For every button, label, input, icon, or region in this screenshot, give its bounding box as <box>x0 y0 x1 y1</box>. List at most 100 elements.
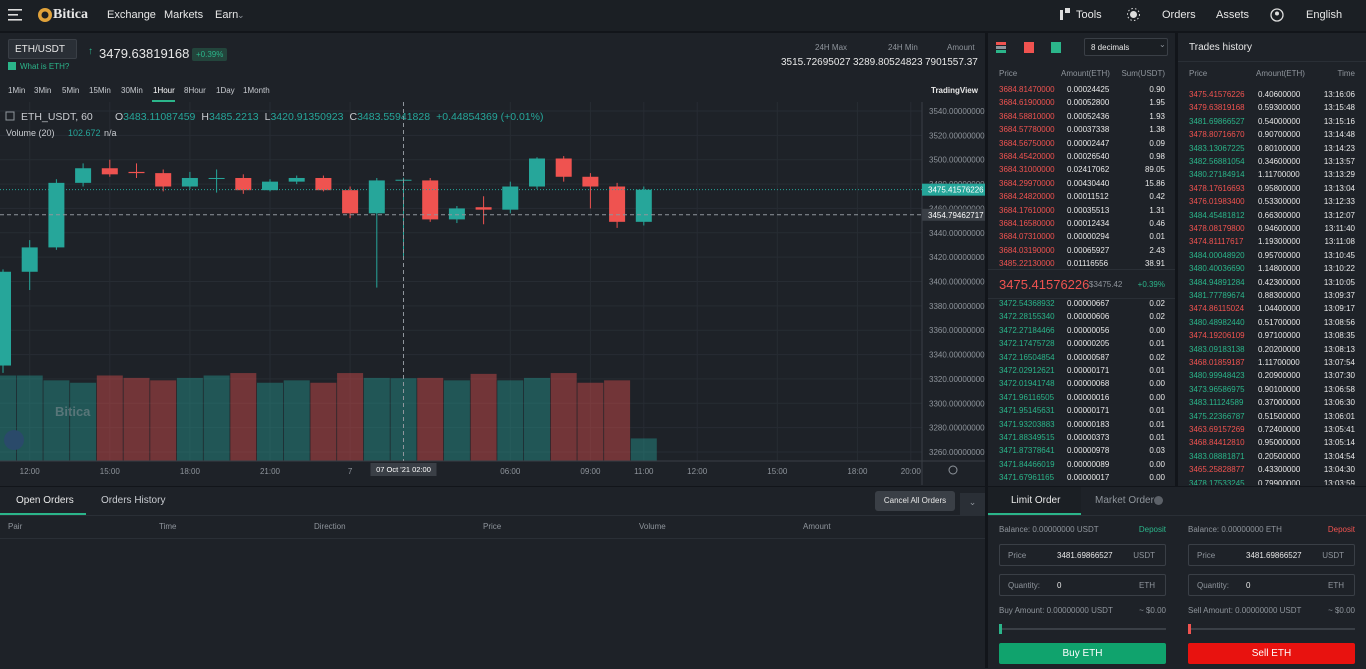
book-price[interactable]: 3471.95145631 <box>999 406 1055 416</box>
y-tick-label: 3540.00000000 <box>929 107 985 116</box>
pair-select[interactable]: ETH/USDT <box>8 39 77 59</box>
book-price[interactable]: 3684.61900000 <box>999 98 1055 108</box>
interval[interactable]: 1Hour <box>153 86 175 95</box>
crosshair-time-tag <box>370 463 437 476</box>
candle-body <box>21 247 38 272</box>
nav-link[interactable]: Markets <box>164 9 204 21</box>
tradingview[interactable]: TradingView <box>931 86 978 95</box>
interval[interactable]: 15Min <box>89 86 111 95</box>
info-link[interactable]: What is ETH? <box>20 62 70 71</box>
book-price[interactable]: 3684.24820000 <box>999 192 1055 202</box>
volume-bar <box>16 375 43 461</box>
y-tick-label: 3360.00000000 <box>929 326 985 335</box>
sell-form: Balance: 0.00000000 ETH Deposit Price 3481.… <box>1177 516 1366 669</box>
decimals-select[interactable]: 8 decimals <box>1084 38 1168 56</box>
interval[interactable]: 3Min <box>34 86 52 95</box>
book-price[interactable]: 3471.67961165 <box>999 473 1055 483</box>
book-view-icons[interactable] <box>996 42 1066 53</box>
book-price[interactable]: 3684.57780000 <box>999 125 1055 135</box>
nav-link[interactable]: Exchange <box>107 9 156 21</box>
order-form: Limit Order Market Order Balance: 0.0000… <box>988 486 1366 668</box>
tab-active[interactable]: Open Orders <box>16 495 74 506</box>
book-sum: 0.01 <box>1149 419 1165 429</box>
chart-bg <box>0 102 985 485</box>
interval[interactable]: 1Day <box>216 86 235 95</box>
tab[interactable]: Market Order <box>1095 495 1154 506</box>
quantity-input[interactable] <box>999 574 1166 596</box>
deposit-link[interactable]: Deposit <box>1138 525 1166 534</box>
book-price[interactable]: 3684.31000000 <box>999 165 1055 175</box>
book-price[interactable]: 3472.01941748 <box>999 379 1055 389</box>
slider-thumb[interactable] <box>1188 624 1191 634</box>
trade-price: 3476.01983400 <box>1189 197 1245 207</box>
cancel-all-button[interactable]: Cancel All Orders <box>875 491 955 511</box>
book-price[interactable]: 3684.17610000 <box>999 205 1055 215</box>
order-button[interactable]: Sell ETH <box>1188 643 1355 664</box>
column-header: Volume <box>639 522 666 531</box>
book-price[interactable]: 3472.54368932 <box>999 299 1055 308</box>
watermark: Bitica <box>55 404 91 419</box>
x-tick-label: 09:00 <box>580 467 601 476</box>
language[interactable]: English <box>1306 9 1343 21</box>
assets-menu[interactable]: Assets <box>1216 9 1250 21</box>
book-price[interactable]: 3684.45420000 <box>999 152 1055 161</box>
book-price[interactable]: 3684.03190000 <box>999 245 1055 255</box>
user-icon[interactable] <box>1270 8 1284 22</box>
deposit-link[interactable]: Deposit <box>1327 525 1355 534</box>
book-price[interactable]: 3472.17475728 <box>999 339 1055 349</box>
tab-active[interactable]: Limit Order <box>1011 495 1061 506</box>
book-price[interactable]: 3471.87378641 <box>999 446 1055 456</box>
balance: Balance: 0.00000000 ETH <box>1188 525 1282 534</box>
order-button[interactable]: Buy ETH <box>999 643 1166 664</box>
price-input[interactable] <box>1188 544 1355 566</box>
book-price[interactable]: 3684.29970000 <box>999 178 1055 188</box>
interval[interactable]: 8Hour <box>184 86 206 95</box>
book-price[interactable]: 3472.02912621 <box>999 366 1055 375</box>
book-price[interactable]: 3684.16580000 <box>999 219 1055 228</box>
book-price[interactable]: 3684.07310000 <box>999 232 1055 242</box>
price-input[interactable] <box>999 544 1166 566</box>
book-price[interactable]: 3472.16504854 <box>999 352 1055 362</box>
theme-icon[interactable] <box>1127 8 1140 21</box>
ohlc-value: 3483.55941828 <box>357 111 430 123</box>
book-price[interactable]: 3485.22130000 <box>999 259 1055 269</box>
collapse-button[interactable]: ⌄ <box>960 493 985 515</box>
book-price[interactable]: 3472.27184466 <box>999 325 1055 335</box>
volume-bar <box>443 380 470 461</box>
book-price[interactable]: 3472.28155340 <box>999 312 1055 322</box>
interval[interactable]: 1Month <box>243 86 270 95</box>
trade-amount: 0.20900000 <box>1258 371 1301 381</box>
interval[interactable]: 30Min <box>121 86 143 95</box>
crosshair-price-tag <box>922 208 985 221</box>
volume-bar <box>176 377 203 461</box>
slider-track[interactable] <box>1188 628 1355 630</box>
approx: ~ $0.00 <box>1328 606 1355 615</box>
trade-amount: 1.04400000 <box>1258 304 1301 314</box>
orders-menu[interactable]: Orders <box>1162 9 1196 21</box>
price-chart: 3540.00000000 3520.00000000 3500.00000000 3… <box>0 102 985 485</box>
tools[interactable]: Tools <box>1076 9 1102 21</box>
book-price[interactable]: 3684.81470000 <box>999 85 1055 94</box>
book-price[interactable]: 3471.84466019 <box>999 459 1055 469</box>
book-price[interactable]: 3471.93203883 <box>999 419 1055 429</box>
last-price-tag <box>922 183 985 196</box>
y-tick-label: 3340.00000000 <box>929 351 985 360</box>
slider-track[interactable] <box>999 628 1166 630</box>
quantity-input[interactable] <box>1188 574 1355 596</box>
book-price[interactable]: 3684.58810000 <box>999 111 1055 121</box>
trade-time: 13:13:29 <box>1323 170 1355 180</box>
divider <box>985 32 988 668</box>
interval[interactable]: 1Min <box>8 86 26 95</box>
book-price[interactable]: 3471.96116505 <box>999 392 1055 402</box>
logo[interactable]: Bitica <box>53 7 88 22</box>
interval[interactable]: 5Min <box>62 86 80 95</box>
book-amount: 0.00430440 <box>1067 178 1110 188</box>
book-price[interactable]: 3684.56750000 <box>999 138 1055 148</box>
nav-link[interactable]: Earn <box>215 9 239 21</box>
book-price[interactable]: 3471.88349515 <box>999 433 1055 442</box>
book-sum: 0.00 <box>1149 379 1165 389</box>
slider-thumb[interactable] <box>999 624 1002 634</box>
tab[interactable]: Orders History <box>101 495 166 506</box>
stat-value: 7901557.37 <box>925 57 978 68</box>
menu-icon[interactable] <box>8 9 22 21</box>
